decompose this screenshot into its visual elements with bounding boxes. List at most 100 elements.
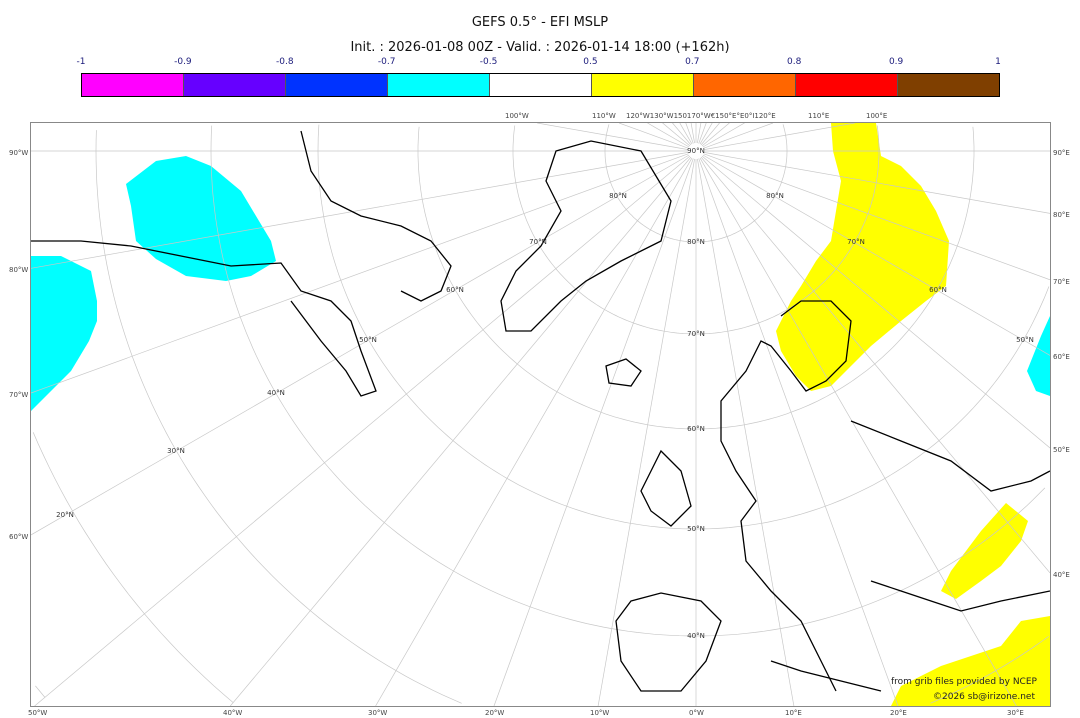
- colorbar-segment: [694, 74, 796, 96]
- latitude-label: 50°N: [687, 525, 705, 533]
- axis-label: 0°W: [689, 709, 704, 717]
- meridian-line: [31, 154, 690, 536]
- axis-label: 80°W: [9, 266, 29, 274]
- axis-label: 60°E: [1053, 353, 1070, 361]
- efi-negative-areas: [31, 156, 1050, 411]
- axis-label: 60°W: [9, 533, 29, 541]
- latitude-circle: [972, 126, 975, 151]
- latitude-circle: [35, 685, 46, 698]
- meridian-line: [698, 123, 707, 144]
- latitude-circle: [512, 125, 880, 335]
- meridian-line: [537, 123, 689, 150]
- colorbar-segment: [388, 74, 490, 96]
- meridian-line: [230, 156, 692, 706]
- colorbar-tick-label: -0.5: [479, 57, 498, 67]
- meridian-line: [701, 155, 1050, 449]
- meridian-line: [702, 123, 745, 148]
- colorbar-tick-label: 0.8: [787, 57, 802, 67]
- latitude-circle: [317, 124, 1050, 530]
- colorbar-segment: [796, 74, 898, 96]
- axis-label: 10°W: [590, 709, 610, 717]
- latitude-circle: [930, 636, 1049, 704]
- efi-positive-areas: [776, 123, 1050, 706]
- latitude-circle: [32, 432, 234, 703]
- axis-label: 80°E: [1053, 211, 1070, 219]
- meridian-line: [700, 156, 1050, 574]
- colorbar-tick-label: -0.8: [275, 57, 294, 67]
- meridian-line: [493, 158, 694, 706]
- latitude-label: 80°N: [609, 192, 627, 200]
- colorbar-tick-label: -1: [76, 57, 86, 67]
- latitude-label: 80°N: [766, 192, 784, 200]
- axis-label: 40°W: [223, 709, 243, 717]
- latitude-label: 80°N: [687, 238, 705, 246]
- axis-label: 40°E: [1053, 571, 1070, 579]
- meridian-line: [375, 157, 693, 706]
- latitude-label: 60°N: [446, 286, 464, 294]
- latitude-circle: [876, 125, 880, 151]
- chart-title: GEFS 0.5° - EFI MSLP: [471, 15, 609, 30]
- meridian-line: [702, 154, 1050, 356]
- latitude-label: 40°N: [687, 632, 705, 640]
- latitude-label: 90°N: [687, 147, 705, 155]
- graticule: [31, 123, 1050, 706]
- axis-label: 30°W: [368, 709, 388, 717]
- axis-label: 90°E: [1053, 149, 1070, 157]
- latitude-circle: [604, 124, 788, 243]
- meridian-line: [34, 155, 691, 706]
- meridian-line: [597, 158, 695, 706]
- latitude-circle: [95, 130, 462, 704]
- meridian-line: [703, 123, 774, 149]
- credit-copyright: ©2026 sb@irizone.net: [933, 692, 1035, 702]
- map-canvas: 90°N 80°N 70°N 60°N 50°N 40°N 30°N 20°N 80°N 70°N…: [31, 123, 1050, 706]
- latitude-label: 50°N: [359, 336, 377, 344]
- colorbar-tick-label: -0.7: [377, 57, 396, 67]
- latitude-label: 70°N: [529, 238, 547, 246]
- latitude-circle: [782, 124, 788, 151]
- axis-label: 90°W: [9, 149, 29, 157]
- latitude-circle: [417, 126, 975, 430]
- axis-label: 50°E: [1053, 446, 1070, 454]
- meridian-line: [690, 123, 695, 144]
- colorbar-segment: [82, 74, 184, 96]
- axis-label: 110°E: [808, 112, 830, 120]
- colorbar-tick-label: 0.5: [583, 57, 598, 67]
- meridian-line: [703, 153, 1050, 281]
- meridian-line: [703, 123, 855, 150]
- latitude-label: 70°N: [847, 238, 865, 246]
- colorbar-segment: [592, 74, 694, 96]
- meridian-line: [662, 123, 691, 147]
- axis-label: 20°E: [890, 709, 907, 717]
- latitude-circle: [210, 125, 1046, 637]
- meridian-line: [685, 123, 694, 144]
- colorbar-tick-label: 1: [995, 57, 1001, 67]
- latitude-label: 60°N: [687, 425, 705, 433]
- coastlines: [31, 130, 1050, 692]
- map[interactable]: 90°N 80°N 70°N 60°N 50°N 40°N 30°N 20°N 80°N 70°N…: [30, 122, 1051, 707]
- meridian-line: [700, 123, 720, 146]
- meridian-line: [701, 123, 730, 147]
- meridian-line: [618, 123, 689, 149]
- meridian-line: [703, 152, 1050, 214]
- axis-label: 20°W: [485, 709, 505, 717]
- latitude-label: 30°N: [167, 447, 185, 455]
- axis-label: 100°E: [866, 112, 888, 120]
- colorbar-segment: [184, 74, 286, 96]
- colorbar: [81, 73, 1000, 97]
- axis-label: 70°E: [1053, 278, 1070, 286]
- latitude-label: 50°N: [1016, 336, 1034, 344]
- axis-label: 30°E: [1007, 709, 1024, 717]
- meridian-line: [679, 123, 693, 145]
- credit-source: from grib files provided by NCEP: [891, 677, 1037, 687]
- meridian-line: [31, 152, 689, 269]
- latitude-label: 70°N: [687, 330, 705, 338]
- meridian-line: [697, 158, 795, 706]
- meridian-line: [647, 123, 690, 148]
- colorbar-tick-label: 0.9: [888, 57, 904, 67]
- colorbar-segment: [898, 74, 999, 96]
- meridian-line: [698, 158, 899, 706]
- latitude-label: 40°N: [267, 389, 285, 397]
- meridian-line: [699, 157, 1017, 706]
- axis-label: 50°W: [28, 709, 48, 717]
- axis-label: 120°W130°W150170°W€150°E°E0°I120°E: [626, 112, 776, 120]
